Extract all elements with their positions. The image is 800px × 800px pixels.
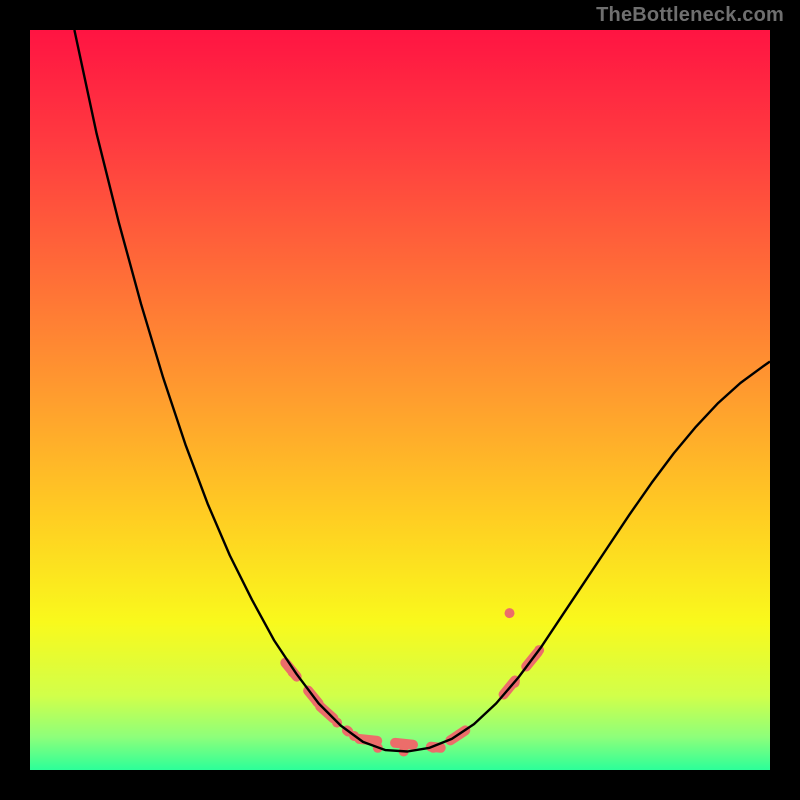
marker-dot bbox=[505, 608, 515, 618]
attribution-text: TheBottleneck.com bbox=[596, 4, 784, 27]
plot-background bbox=[30, 30, 770, 770]
chart-svg bbox=[0, 0, 800, 800]
chart-wrapper: TheBottleneck.com bbox=[0, 0, 800, 800]
